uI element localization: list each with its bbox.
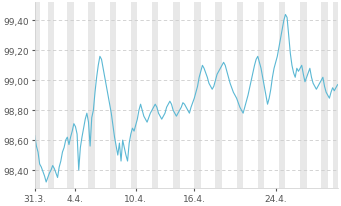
Bar bbox=[152, 4, 159, 188]
Bar bbox=[110, 4, 116, 188]
Bar bbox=[173, 4, 180, 188]
Bar bbox=[258, 4, 264, 188]
Bar bbox=[332, 4, 338, 188]
Bar bbox=[131, 4, 137, 188]
Bar bbox=[321, 4, 328, 188]
Bar bbox=[194, 4, 201, 188]
Bar bbox=[237, 4, 243, 188]
Bar bbox=[216, 4, 222, 188]
Bar bbox=[67, 4, 74, 188]
Bar bbox=[35, 4, 40, 188]
Bar bbox=[300, 4, 307, 188]
Bar bbox=[48, 4, 54, 188]
Bar bbox=[89, 4, 95, 188]
Bar bbox=[279, 4, 285, 188]
